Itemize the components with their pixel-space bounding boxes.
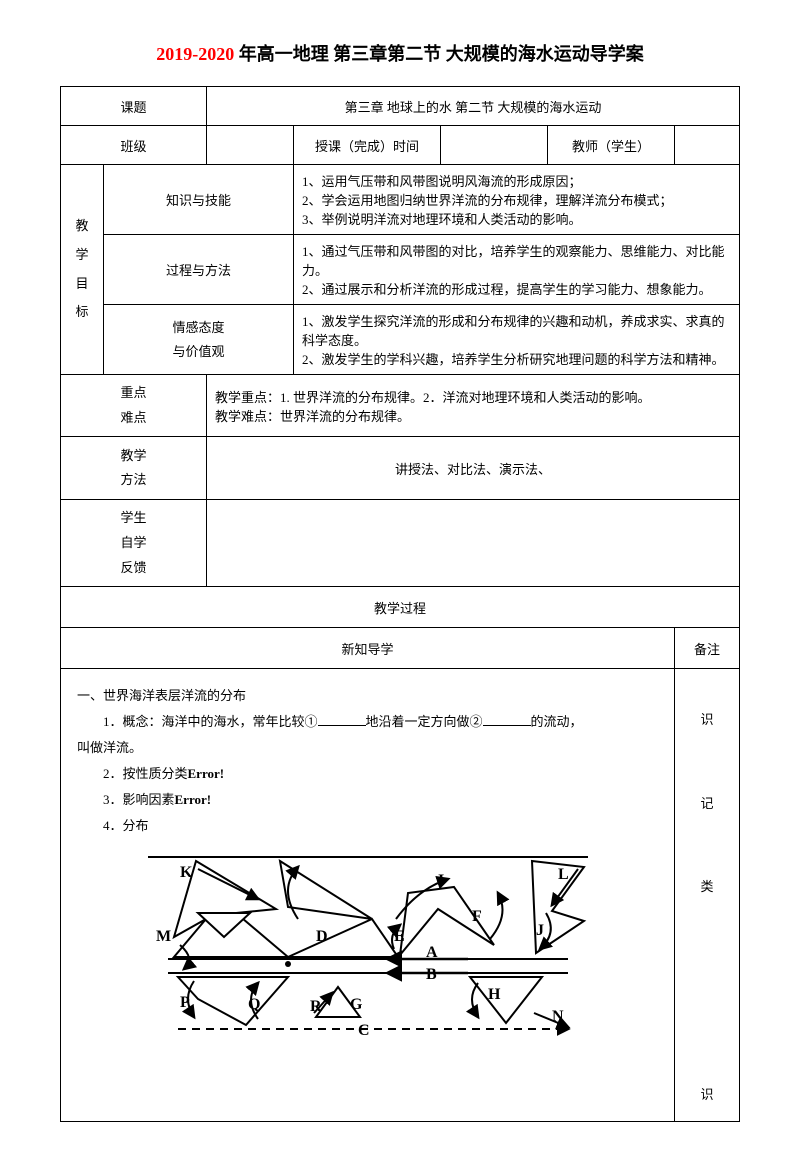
row-key-difficult: 重点难点 教学重点：1. 世界洋流的分布规律。2．洋流对地理环境和人类活动的影响…: [61, 375, 740, 437]
p1-b: 地沿着一定方向做②: [366, 714, 483, 729]
class-label: 班级: [61, 126, 207, 165]
key-difficult-text: 教学重点：1. 世界洋流的分布规律。2．洋流对地理环境和人类活动的影响。 教学难…: [207, 375, 740, 437]
row-class-info: 班级 授课（完成）时间 教师（学生）: [61, 126, 740, 165]
time-value[interactable]: [441, 126, 548, 165]
svg-text:I: I: [438, 872, 444, 889]
blank-2[interactable]: [483, 712, 531, 726]
obj-text-2: 1、通过气压带和风带图的对比，培养学生的观察能力、思维能力、对比能力。 2、通过…: [294, 235, 740, 305]
content-p3: 3．影响因素Error!: [77, 787, 658, 813]
obj-sub-1: 知识与技能: [104, 165, 294, 235]
title-year: 2019-2020: [156, 44, 234, 64]
svg-text:B: B: [426, 966, 437, 983]
lesson-table: 课题 第三章 地球上的水 第二节 大规模的海水运动 班级 授课（完成）时间 教师…: [60, 86, 740, 1122]
p3-text: 3．影响因素: [103, 792, 175, 807]
ocean-current-diagram: K M P Q R G D C E AB I F H J L N: [138, 849, 598, 1039]
svg-text:H: H: [488, 986, 501, 1003]
note-char-0: 识: [700, 712, 713, 727]
content-p2: 2．按性质分类Error!: [77, 761, 658, 787]
diagram-wrap: K M P Q R G D C E AB I F H J L N: [77, 849, 658, 1048]
process-header: 教学过程: [61, 587, 740, 628]
topic-label: 课题: [61, 87, 207, 126]
note-cell: 识 记 类 识: [675, 669, 740, 1122]
subheader-left: 新知导学: [61, 628, 675, 669]
svg-text:L: L: [558, 866, 569, 883]
content-p4: 4．分布: [77, 813, 658, 839]
svg-text:M: M: [156, 928, 171, 945]
note-char-2: 类: [700, 879, 713, 894]
row-feedback: 学生自学反馈: [61, 500, 740, 587]
p2-text: 2．按性质分类: [103, 766, 188, 781]
class-value[interactable]: [207, 126, 294, 165]
row-topic: 课题 第三章 地球上的水 第二节 大规模的海水运动: [61, 87, 740, 126]
methods-text: 讲授法、对比法、演示法、: [207, 437, 740, 500]
row-obj-2: 过程与方法 1、通过气压带和风带图的对比，培养学生的观察能力、思维能力、对比能力…: [61, 235, 740, 305]
obj-sub-3: 情感态度与价值观: [104, 305, 294, 375]
page-title: 2019-2020 年高一地理 第三章第二节 大规模的海水运动导学案: [60, 40, 740, 66]
row-methods: 教学方法 讲授法、对比法、演示法、: [61, 437, 740, 500]
feedback-text[interactable]: [207, 500, 740, 587]
error-2: Error!: [175, 792, 212, 807]
row-subheader: 新知导学 备注: [61, 628, 740, 669]
svg-text:G: G: [350, 996, 363, 1013]
teacher-value[interactable]: [675, 126, 740, 165]
note-char-3: 识: [700, 1087, 713, 1102]
content-cell: 一、世界海洋表层洋流的分布 1．概念：海洋中的海水，常年比较① 地沿着一定方向做②…: [61, 669, 675, 1122]
title-rest: 年高一地理 第三章第二节 大规模的海水运动导学案: [234, 44, 644, 64]
row-obj-1: 教学目标 知识与技能 1、运用气压带和风带图说明风海流的形成原因； 2、学会运用…: [61, 165, 740, 235]
objectives-label: 教学目标: [61, 165, 104, 375]
teacher-label: 教师（学生）: [548, 126, 675, 165]
svg-text:C: C: [358, 1022, 370, 1039]
svg-text:A: A: [426, 944, 438, 961]
subheader-right: 备注: [675, 628, 740, 669]
obj-sub-2: 过程与方法: [104, 235, 294, 305]
p1-a: 1．概念：海洋中的海水，常年比较①: [103, 714, 318, 729]
content-p1-tail: 叫做洋流。: [77, 735, 658, 761]
svg-text:Q: Q: [248, 996, 260, 1013]
row-obj-3: 情感态度与价值观 1、激发学生探究洋流的形成和分布规律的兴趣和动机，养成求实、求…: [61, 305, 740, 375]
error-1: Error!: [188, 766, 225, 781]
obj-text-1: 1、运用气压带和风带图说明风海流的形成原因； 2、学会运用地图归纳世界洋流的分布…: [294, 165, 740, 235]
topic-value: 第三章 地球上的水 第二节 大规模的海水运动: [207, 87, 740, 126]
row-content: 一、世界海洋表层洋流的分布 1．概念：海洋中的海水，常年比较① 地沿着一定方向做②…: [61, 669, 740, 1122]
svg-text:K: K: [180, 864, 193, 881]
feedback-label: 学生自学反馈: [61, 500, 207, 587]
obj-text-3: 1、激发学生探究洋流的形成和分布规律的兴趣和动机，养成求实、求真的科学态度。 2…: [294, 305, 740, 375]
key-difficult-label: 重点难点: [61, 375, 207, 437]
methods-label: 教学方法: [61, 437, 207, 500]
svg-text:D: D: [316, 928, 328, 945]
svg-text:P: P: [180, 994, 190, 1011]
svg-text:F: F: [472, 908, 482, 925]
svg-text:N: N: [552, 1008, 564, 1025]
svg-text:E: E: [394, 928, 405, 945]
row-process-header: 教学过程: [61, 587, 740, 628]
content-p1: 1．概念：海洋中的海水，常年比较① 地沿着一定方向做② 的流动，: [77, 709, 658, 735]
note-char-1: 记: [700, 796, 713, 811]
p1-c: 的流动，: [531, 714, 583, 729]
blank-1[interactable]: [318, 712, 366, 726]
time-label: 授课（完成）时间: [294, 126, 441, 165]
svg-text:R: R: [310, 998, 322, 1015]
svg-text:J: J: [536, 922, 544, 939]
content-heading: 一、世界海洋表层洋流的分布: [77, 683, 658, 709]
